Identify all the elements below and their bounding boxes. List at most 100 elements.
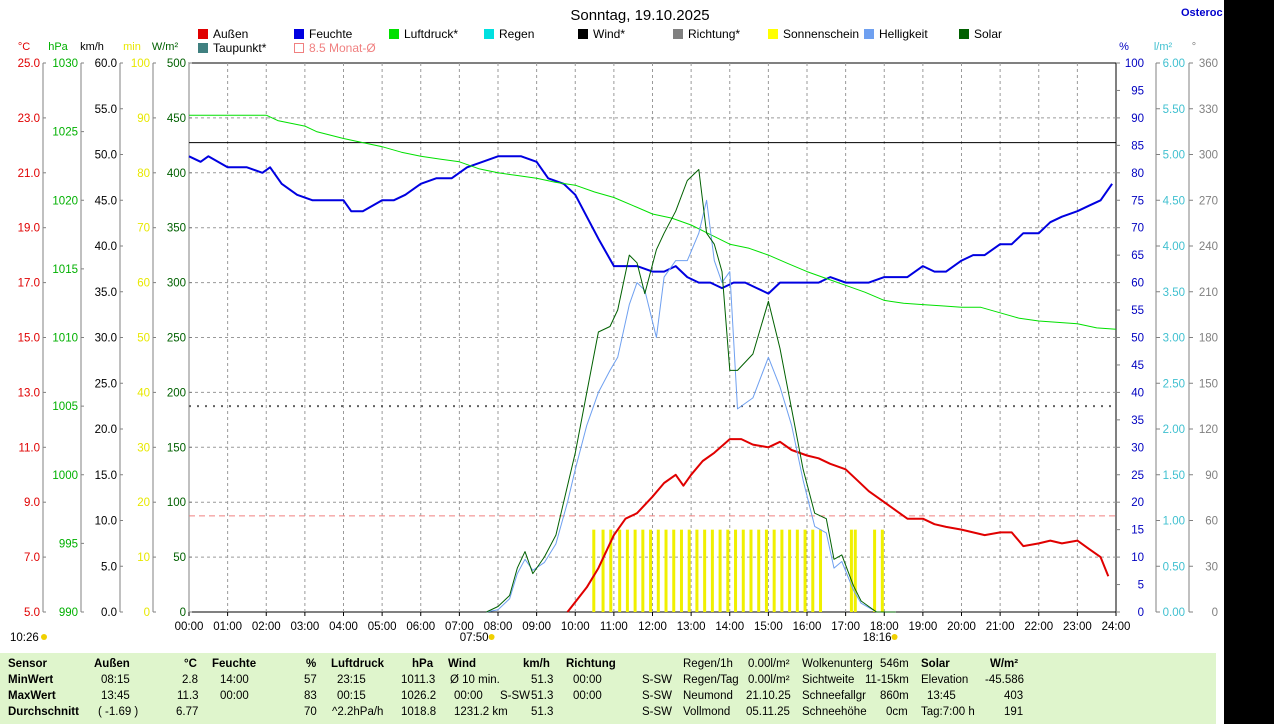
axis-label-sun: 30 <box>137 442 150 454</box>
wind-min-val: 51.3 <box>531 674 554 686</box>
axis-label-humidity: 20 <box>1131 497 1144 509</box>
sunshine-bar <box>672 529 676 612</box>
axis-label-humidity: 40 <box>1131 387 1144 399</box>
feuchte-max-val: 83 <box>304 690 317 702</box>
axis-label-temp: 23.0 <box>18 113 40 125</box>
axis-label-humidity: 55 <box>1131 305 1144 317</box>
sichtweite-label: Sichtweite <box>802 674 855 686</box>
sunshine-bar <box>853 529 857 612</box>
legend-swatch <box>484 29 494 39</box>
axis-label-temp: 7.0 <box>24 552 40 564</box>
legend-label: Regen <box>499 27 534 41</box>
x-tick-label: 23:00 <box>1063 621 1092 633</box>
x-tick-label: 24:00 <box>1102 621 1131 633</box>
axis-label-direction: 300 <box>1199 150 1218 162</box>
axis-unit-humidity: % <box>1119 41 1129 53</box>
sunshine-bar <box>741 529 745 612</box>
sunshine-bar <box>764 529 768 612</box>
axis-label-humidity: 75 <box>1131 195 1144 207</box>
axis-label-direction: 270 <box>1199 195 1218 207</box>
axis-label-rain: 6.00 <box>1163 58 1185 70</box>
right-edge-bar <box>1224 0 1274 724</box>
axis-label-direction: 60 <box>1205 516 1218 528</box>
x-tick-label: 18:00 <box>870 621 899 633</box>
stats-header-wind: Wind <box>448 658 476 670</box>
axis-label-humidity: 30 <box>1131 442 1144 454</box>
axis-label-wind: 15.0 <box>95 470 117 482</box>
axis-label-sun: 10 <box>137 552 150 564</box>
sunshine-bar <box>780 529 784 612</box>
x-tick-label: 08:00 <box>484 621 513 633</box>
series-line-luftdruck <box>189 114 1117 330</box>
x-tick-label: 14:00 <box>715 621 744 633</box>
wind-min-time: Ø 10 min. <box>450 674 500 686</box>
axis-label-wind: 45.0 <box>95 195 117 207</box>
schneefall-val: 860m <box>880 690 909 702</box>
stats-header-aussen: Außen <box>94 658 130 670</box>
axis-label-rain: 2.50 <box>1163 378 1185 390</box>
x-tick-label: 09:00 <box>522 621 551 633</box>
axis-label-pressure: 1005 <box>52 401 78 413</box>
richtung-max-time: 00:00 <box>573 690 602 702</box>
luftdruck-max-val: 1026.2 <box>401 690 437 702</box>
regen-tag-val: 0.00l/m² <box>748 674 790 686</box>
axis-label-humidity: 100 <box>1125 58 1144 70</box>
solar-header: Solar <box>921 658 950 670</box>
sunshine-bar <box>664 529 668 612</box>
axis-label-sun: 100 <box>131 58 150 70</box>
axis-label-rain: 0.50 <box>1163 561 1185 573</box>
stats-header-feuchte: Feuchte <box>212 658 257 670</box>
aussen-min-time: 08:15 <box>101 674 130 686</box>
sunshine-bar <box>656 529 660 612</box>
sun-marker-icon <box>891 634 898 640</box>
legend-label: Wind* <box>593 27 625 41</box>
stats-header-richtung: Richtung <box>566 658 616 670</box>
axis-label-direction: 120 <box>1199 424 1218 436</box>
axis-label-temp: 5.0 <box>24 607 40 619</box>
neumond-val: 21.10.25 <box>746 690 791 702</box>
axis-label-direction: 360 <box>1199 58 1218 70</box>
axis-label-sun: 60 <box>137 278 150 290</box>
axis-label-rain: 2.00 <box>1163 424 1185 436</box>
sunshine-bar <box>710 529 714 612</box>
axis-label-wind: 25.0 <box>95 378 117 390</box>
legend-swatch <box>198 43 208 53</box>
wind-avg-val: 51.3 <box>531 706 554 718</box>
regen-tag-label: Regen/Tag <box>683 674 739 686</box>
x-tick-label: 15:00 <box>754 621 783 633</box>
axis-label-direction: 240 <box>1199 241 1218 253</box>
sunshine-bar <box>679 529 683 612</box>
sun-time-label: 07:50 <box>460 632 489 644</box>
axis-label-temp: 25.0 <box>18 58 40 70</box>
regen-1h-label: Regen/1h <box>683 658 733 670</box>
axis-label-direction: 150 <box>1199 378 1218 390</box>
legend-swatch <box>198 29 208 39</box>
sunshine-bar <box>649 529 653 612</box>
axis-label-humidity: 35 <box>1131 415 1144 427</box>
aussen-max-time: 13:45 <box>101 690 130 702</box>
legend-label: Solar <box>974 27 1002 41</box>
axis-label-direction: 30 <box>1205 561 1218 573</box>
axis-label-sun: 20 <box>137 497 150 509</box>
sunshine-bar <box>641 529 645 612</box>
stats-table: Sensor Außen °C Feuchte % Luftdruck hPa … <box>0 653 1216 724</box>
axis-label-humidity: 95 <box>1131 85 1144 97</box>
solar-max-val: 403 <box>1004 690 1024 702</box>
axis-label-wind: 40.0 <box>95 241 117 253</box>
axis-label-humidity: 50 <box>1131 333 1144 345</box>
axis-label-humidity: 85 <box>1131 140 1144 152</box>
sunshine-bar <box>618 529 622 612</box>
legend-swatch <box>294 43 304 53</box>
stats-header-luftdruck: Luftdruck <box>331 658 385 670</box>
axis-label-rain: 4.00 <box>1163 241 1185 253</box>
axis-label-wind: 10.0 <box>95 516 117 528</box>
axis-label-pressure: 990 <box>59 607 78 619</box>
axis-label-pressure: 1020 <box>52 195 78 207</box>
x-tick-label: 10:00 <box>561 621 590 633</box>
axis-label-solar: 150 <box>167 442 186 454</box>
schneefall-label: Schneefallgr <box>802 690 866 702</box>
feuchte-max-time: 00:00 <box>220 690 249 702</box>
axis-unit-wind: km/h <box>80 41 104 53</box>
axis-label-rain: 1.00 <box>1163 516 1185 528</box>
wind-max-dir: S-SW <box>500 690 531 702</box>
